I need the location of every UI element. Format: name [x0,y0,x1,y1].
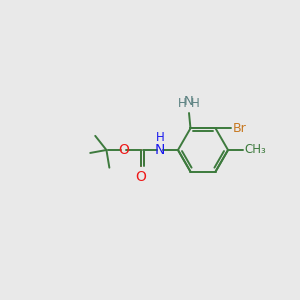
Text: CH₃: CH₃ [245,143,267,157]
Text: O: O [119,143,130,157]
Text: H: H [191,97,200,110]
Text: Br: Br [232,122,246,135]
Text: O: O [136,170,147,184]
Text: H: H [178,97,187,110]
Text: N: N [155,143,166,157]
Text: H: H [156,131,165,144]
Text: N: N [184,95,194,108]
